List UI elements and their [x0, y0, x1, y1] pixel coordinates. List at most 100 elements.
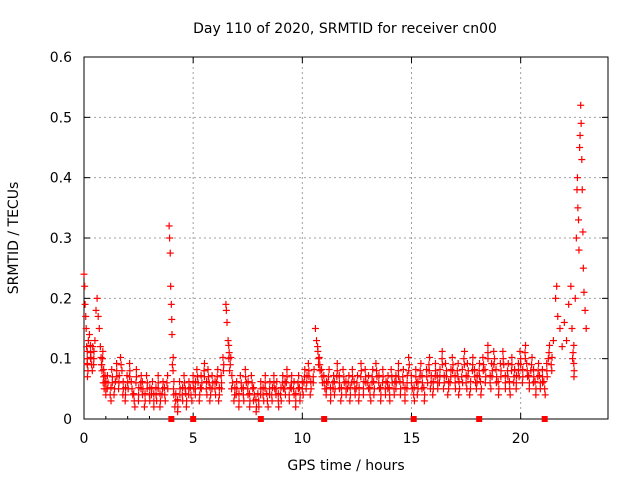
- data-point: [387, 366, 395, 374]
- data-point: [303, 379, 311, 387]
- data-point: [214, 366, 222, 374]
- data-point: [352, 385, 360, 393]
- y-tick-label: 0.1: [50, 352, 72, 368]
- data-point: [211, 385, 219, 393]
- data-point: [455, 378, 463, 386]
- data-point: [553, 282, 561, 290]
- data-point: [83, 343, 91, 351]
- data-point: [197, 372, 205, 380]
- data-point: [249, 385, 257, 393]
- data-point: [314, 347, 322, 355]
- data-point: [521, 349, 529, 357]
- data-point: [217, 372, 225, 380]
- data-point: [236, 372, 244, 380]
- data-point: [530, 366, 538, 374]
- data-point: [277, 397, 285, 405]
- data-point: [470, 366, 478, 374]
- data-point: [196, 391, 204, 399]
- data-point: [219, 367, 227, 375]
- data-point: [111, 378, 119, 386]
- data-point: [370, 378, 378, 386]
- y-axis-label: SRMTID / TECUs: [6, 182, 22, 295]
- data-point: [578, 186, 586, 194]
- data-point: [330, 378, 338, 386]
- data-point: [226, 361, 234, 369]
- data-point: [218, 385, 226, 393]
- data-point: [168, 331, 176, 339]
- data-point: [569, 349, 577, 357]
- data-point: [161, 391, 169, 399]
- data-point: [94, 312, 102, 320]
- data-point: [397, 385, 405, 393]
- axis-marker: [168, 416, 175, 422]
- data-point: [172, 390, 180, 398]
- data-point: [394, 367, 402, 375]
- data-point: [346, 384, 354, 392]
- data-point: [118, 367, 126, 375]
- data-point: [548, 353, 556, 361]
- data-point: [469, 353, 477, 361]
- data-point: [103, 372, 111, 380]
- axis-marker: [541, 416, 548, 422]
- data-point: [228, 372, 236, 380]
- data-point: [132, 366, 140, 374]
- axis-marker: [321, 416, 328, 422]
- data-point: [353, 379, 361, 387]
- data-point: [294, 379, 302, 387]
- data-point: [365, 372, 373, 380]
- data-point: [195, 397, 203, 405]
- data-point: [448, 353, 456, 361]
- data-point: [82, 325, 90, 332]
- data-point: [511, 366, 519, 374]
- data-point: [250, 384, 258, 392]
- data-point: [445, 378, 453, 386]
- data-point: [506, 391, 514, 399]
- data-point: [539, 379, 547, 387]
- data-point: [481, 366, 489, 374]
- data-point: [461, 347, 469, 355]
- data-point: [464, 373, 472, 381]
- data-point: [466, 391, 474, 399]
- data-point: [499, 347, 507, 355]
- data-point: [512, 379, 520, 387]
- data-point: [570, 367, 578, 375]
- data-point: [508, 353, 516, 361]
- data-point: [115, 372, 123, 380]
- data-point: [110, 391, 118, 399]
- data-point: [399, 373, 407, 381]
- data-point: [407, 372, 415, 380]
- data-point: [100, 373, 108, 381]
- data-point: [421, 391, 429, 399]
- data-point: [405, 353, 413, 361]
- data-point: [543, 359, 551, 367]
- data-point: [412, 366, 420, 374]
- data-point: [552, 294, 560, 302]
- data-point: [490, 361, 498, 369]
- data-point: [454, 359, 462, 367]
- data-point: [563, 337, 571, 345]
- data-point: [401, 391, 409, 399]
- data-point: [286, 384, 294, 392]
- data-point: [166, 249, 174, 257]
- data-point: [295, 372, 303, 380]
- data-point: [522, 341, 530, 349]
- data-point: [244, 378, 252, 386]
- data-point: [427, 372, 435, 380]
- data-point: [182, 390, 190, 398]
- data-point: [213, 373, 221, 381]
- data-point: [233, 378, 241, 386]
- data-point: [92, 306, 100, 314]
- data-point: [288, 372, 296, 380]
- data-point: [574, 204, 582, 212]
- data-point: [85, 331, 93, 339]
- data-point: [161, 397, 169, 405]
- data-point: [103, 385, 111, 393]
- data-point: [222, 306, 230, 314]
- data-point: [429, 378, 437, 386]
- data-point: [418, 372, 426, 380]
- data-point: [384, 372, 392, 380]
- data-point: [83, 347, 91, 355]
- data-point: [482, 373, 490, 381]
- data-point: [405, 361, 413, 369]
- data-point: [579, 228, 587, 236]
